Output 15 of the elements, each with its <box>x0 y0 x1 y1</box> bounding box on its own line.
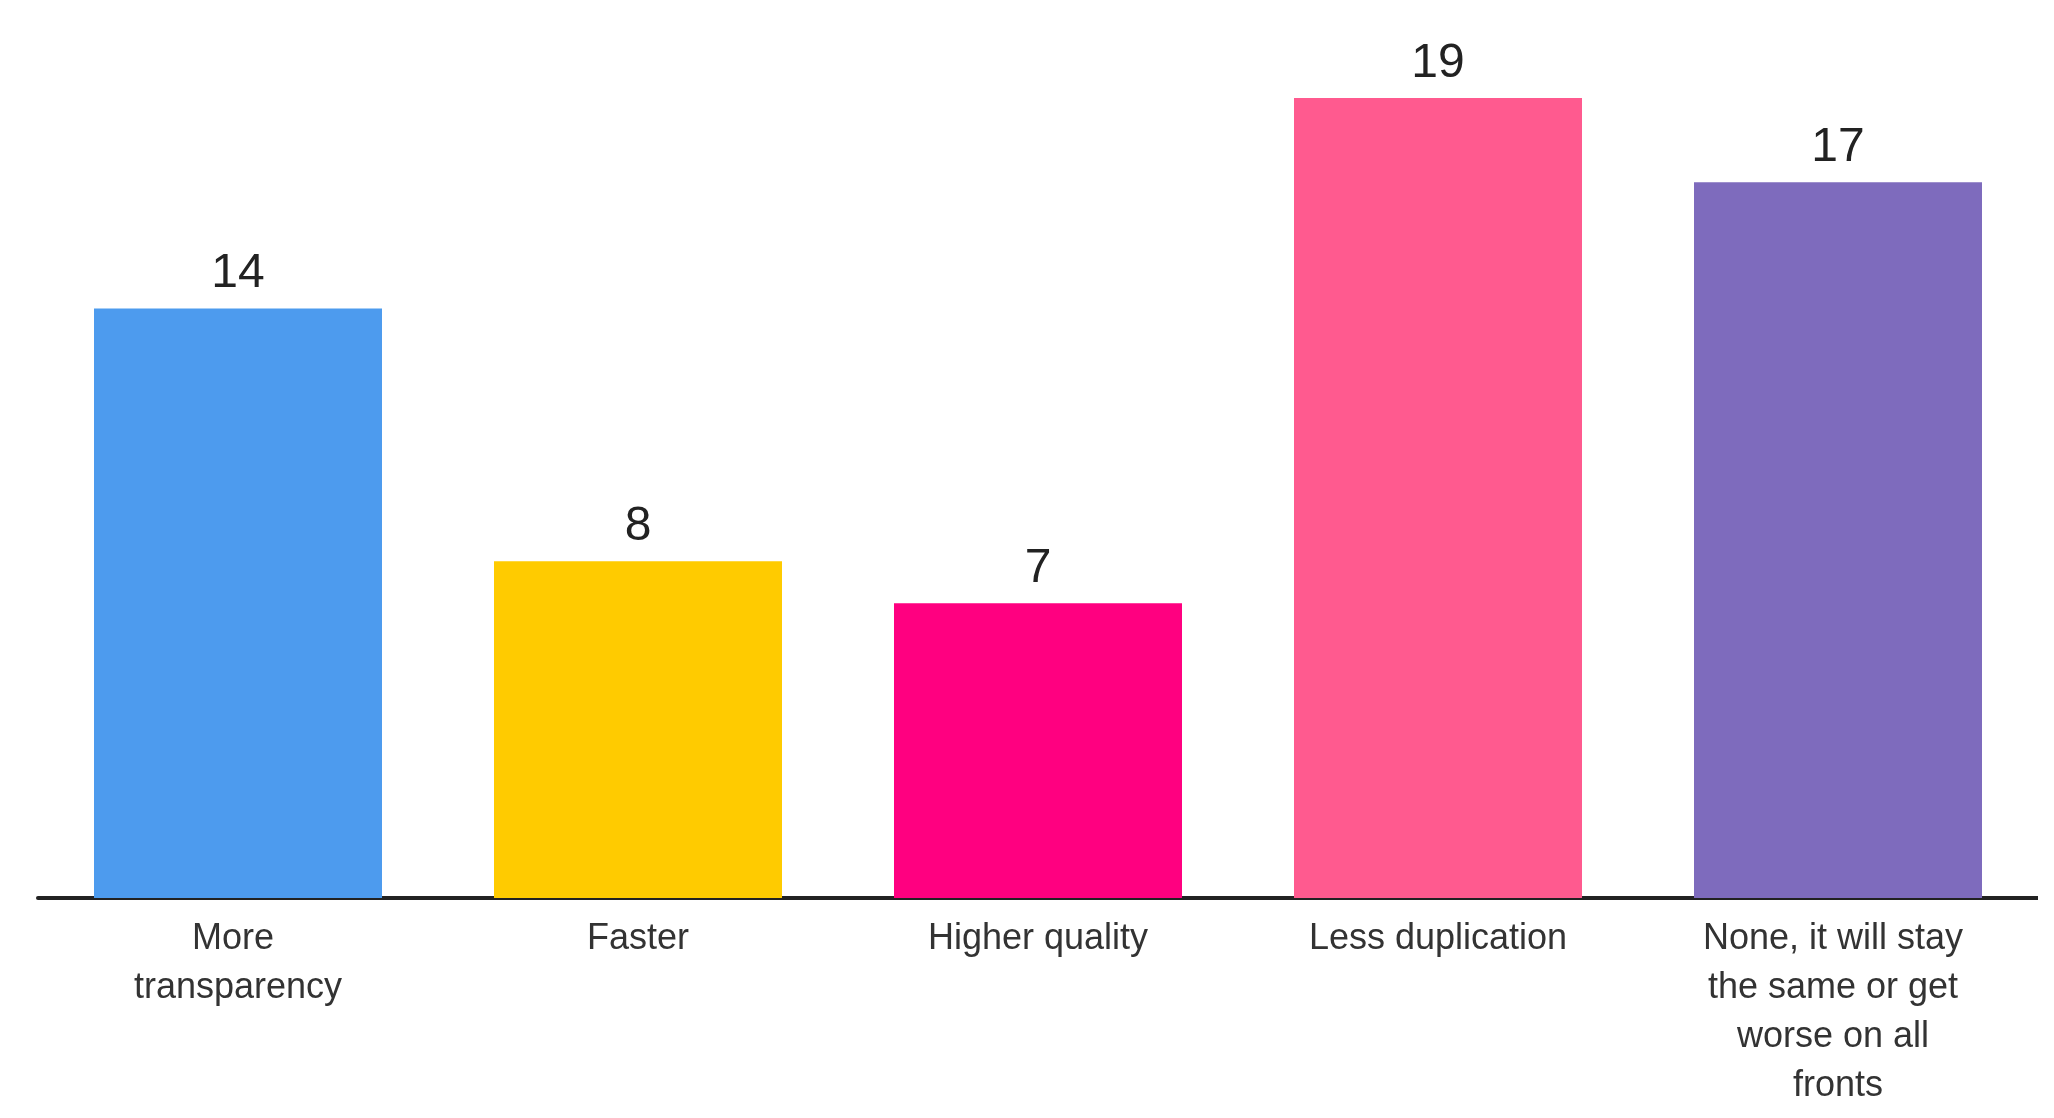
x-tick-label: Less duplication <box>1308 916 1568 957</box>
data-label: 17 <box>1811 117 1865 171</box>
bar <box>1694 182 1982 898</box>
x-tick-label: More transparency <box>133 916 343 1006</box>
x-tick-label: Higher quality <box>927 916 1149 957</box>
bar <box>94 308 382 898</box>
bar <box>894 603 1182 898</box>
bar <box>494 561 782 898</box>
x-tick-label: None, it will stay the same or get worse on all fronts <box>1702 916 1974 1104</box>
data-label: 7 <box>1024 538 1052 592</box>
data-label: 8 <box>624 496 652 550</box>
data-label: 19 <box>1411 33 1465 87</box>
bar <box>1294 98 1582 898</box>
data-label: 14 <box>211 244 265 298</box>
x-tick-label: Faster <box>586 916 690 957</box>
